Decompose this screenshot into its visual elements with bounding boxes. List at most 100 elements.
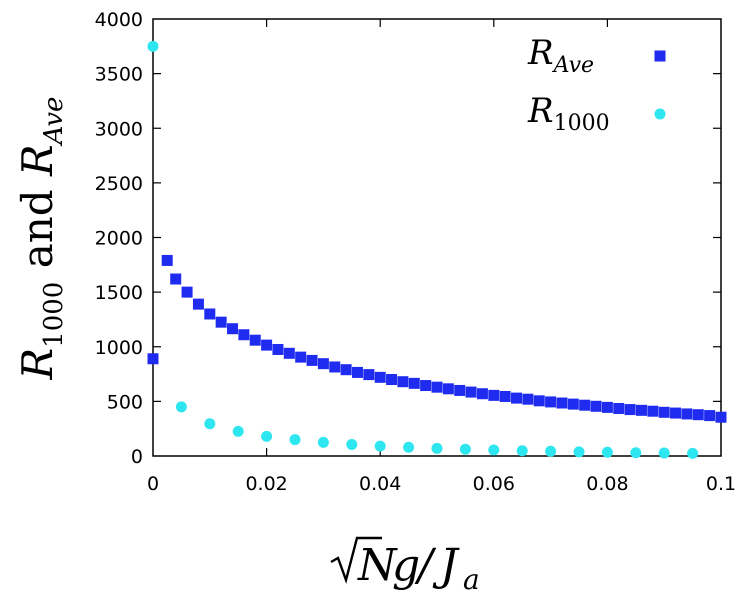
r-1000-point <box>147 40 159 52</box>
r-1000-point <box>374 440 386 452</box>
r-ave-point <box>590 400 602 412</box>
r-1000-point <box>601 446 613 458</box>
sqrt-sign <box>330 536 382 585</box>
x-tick-label: 0.06 <box>473 473 515 495</box>
r-ave-point <box>465 386 477 398</box>
r-ave-point <box>363 369 375 381</box>
legend: RAve R1000 <box>527 33 666 136</box>
y-tick-label: 1000 <box>95 337 143 359</box>
r-ave-point <box>522 393 534 405</box>
r-ave-point <box>272 343 284 355</box>
svg-text:N: N <box>357 540 398 591</box>
r-ave-point <box>147 353 159 365</box>
r-ave-point <box>227 323 239 335</box>
r-ave-point <box>545 396 557 408</box>
r-ave-point <box>635 404 647 416</box>
r-ave-point <box>295 351 307 363</box>
ticks: 0 0.02 0.04 0.06 0.08 0.1 0 500 1000 1500 2000 2500… <box>95 9 736 495</box>
r-ave-point <box>647 405 659 417</box>
r-ave-point <box>476 388 488 400</box>
legend-swatch-r-ave <box>654 50 666 62</box>
r-1000-point <box>289 434 301 446</box>
y-tick-label: 3500 <box>95 64 143 86</box>
r-ave-point <box>170 273 182 285</box>
y-tick-label: 2000 <box>95 228 143 250</box>
x-tick-label: 0.08 <box>586 473 628 495</box>
r-ave-point <box>704 410 716 422</box>
y-axis-label: R1000 and RAve <box>13 97 69 381</box>
y-tick-label: 500 <box>107 391 143 413</box>
r-ave-point <box>511 392 523 404</box>
r-ave-point <box>624 404 636 416</box>
r-ave-point <box>499 390 511 402</box>
x-tick-label: 0.02 <box>245 473 287 495</box>
x-tick-label: 0.04 <box>359 473 401 495</box>
r-1000-point <box>459 443 471 455</box>
svg-text:/: / <box>414 540 437 591</box>
r-1000-point <box>261 430 273 442</box>
r-ave-point <box>181 286 193 298</box>
y-tick-label: 1500 <box>95 282 143 304</box>
r-ave-point <box>317 358 329 370</box>
r-ave-point <box>692 409 704 421</box>
r-ave-point <box>601 401 613 413</box>
r-1000-point <box>204 418 216 430</box>
r-ave-point <box>306 354 318 366</box>
x-tick-label: 0.1 <box>706 473 736 495</box>
r-1000-point <box>232 425 244 437</box>
r-ave-point <box>283 347 295 359</box>
r-ave-point <box>374 371 386 383</box>
legend-swatch-r-1000 <box>654 108 666 120</box>
svg-text:g: g <box>392 540 420 591</box>
marks <box>147 40 727 459</box>
r-1000-point <box>516 445 528 457</box>
r-ave-point <box>238 329 250 341</box>
r-1000-point <box>687 447 699 459</box>
r-1000-point <box>175 401 187 413</box>
y-tick-label: 2500 <box>95 173 143 195</box>
r-1000-point <box>431 442 443 454</box>
r-ave-point <box>340 364 352 376</box>
r-ave-point <box>408 377 420 389</box>
r-ave-point <box>249 334 261 346</box>
r-ave-point <box>431 381 443 393</box>
r-ave-point <box>420 380 432 392</box>
r-ave-point <box>386 374 398 386</box>
r-1000-point <box>346 439 358 451</box>
r-ave-point <box>556 397 568 409</box>
r-1000-point <box>488 444 500 456</box>
r-ave-point <box>533 395 545 407</box>
x-axis-label: N g / J a <box>330 536 480 596</box>
r-1000-point <box>403 441 415 453</box>
svg-text:a: a <box>463 563 480 596</box>
r-ave-point <box>204 308 216 320</box>
r-ave-point <box>613 402 625 414</box>
r-1000-point <box>573 446 585 458</box>
r-1000-point <box>658 447 670 459</box>
svg-text:J: J <box>432 540 460 591</box>
y-tick-label: 0 <box>131 446 143 468</box>
r-ave-point <box>488 389 500 401</box>
r-1000-point <box>630 447 642 459</box>
x-tick-label: 0 <box>147 473 159 495</box>
r-ave-point <box>681 408 693 420</box>
r-ave-point <box>670 407 682 419</box>
r-ave-point <box>715 411 727 423</box>
r-ave-point <box>192 298 204 310</box>
r-ave-point <box>161 254 173 266</box>
r-ave-point <box>579 399 591 411</box>
y-tick-label: 4000 <box>95 9 143 31</box>
r-ave-point <box>261 339 273 351</box>
r-1000-point <box>545 445 557 457</box>
r-ave-point <box>442 383 454 395</box>
legend-label-r-1000: R1000 <box>527 91 610 136</box>
r-ave-point <box>397 376 409 388</box>
r-ave-point <box>329 361 341 373</box>
r-ave-point <box>567 398 579 410</box>
r-ave-point <box>454 384 466 396</box>
r-ave-point <box>351 366 363 378</box>
y-tick-label: 3000 <box>95 118 143 140</box>
r-ave-point <box>215 316 227 328</box>
r-1000-point <box>317 436 329 448</box>
